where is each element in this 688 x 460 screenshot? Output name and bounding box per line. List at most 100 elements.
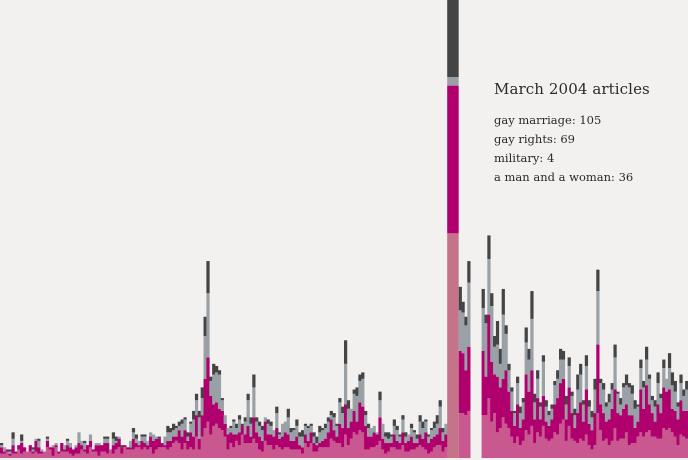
- bar-segment-gay-marriage: [140, 449, 144, 458]
- bar-segment-gay-marriage: [306, 447, 310, 458]
- bar-segment-gay-marriage: [298, 449, 302, 458]
- bar-segment-military: [604, 406, 609, 422]
- bar-segment-gay-marriage: [57, 453, 61, 458]
- bar-segment-military: [229, 428, 233, 433]
- bar-segment-gay-rights: [301, 447, 305, 454]
- bar-segment-a-man-and-a-woman: [576, 374, 580, 390]
- bar-segment-gay-marriage: [501, 417, 505, 458]
- bar-segment-military: [263, 417, 267, 422]
- bar-segment-a-man-and-a-woman: [593, 378, 597, 390]
- bar-segment-military: [226, 428, 230, 435]
- bar-segment-a-man-and-a-woman: [20, 434, 24, 441]
- bar-segment-gay-rights: [140, 440, 144, 450]
- bar-segment-a-man-and-a-woman: [527, 348, 531, 360]
- bar-segment-gay-rights: [174, 436, 179, 441]
- bar-segment-gay-marriage: [378, 440, 382, 458]
- bar-segment-military: [427, 436, 431, 444]
- bar-segment-gay-marriage: [444, 447, 448, 458]
- bar-segment-military: [636, 406, 640, 422]
- bar-segment-gay-rights: [275, 428, 279, 446]
- bar-segment-gay-marriage: [103, 451, 107, 458]
- bar-segment-a-man-and-a-woman: [232, 419, 236, 422]
- bar-segment-gay-rights: [97, 445, 101, 456]
- bar-segment-military: [65, 440, 70, 446]
- bar-segment-military: [303, 425, 308, 435]
- bar-segment-military: [217, 374, 222, 409]
- bar-segment-military: [74, 445, 78, 448]
- bar-segment-gay-marriage: [134, 447, 138, 458]
- bar-segment-gay-rights: [346, 428, 351, 446]
- bar-segment-military: [111, 438, 116, 446]
- bar-segment-military: [269, 425, 273, 435]
- bar-segment-gay-marriage: [656, 438, 660, 458]
- bar-segment-a-man-and-a-woman: [559, 348, 563, 360]
- bar-segment-gay-rights: [541, 395, 546, 426]
- bar-segment-gay-marriage: [630, 443, 634, 458]
- bar-segment-gay-marriage: [602, 440, 606, 458]
- bar-segment-gay-marriage: [352, 432, 356, 458]
- bar-segment-a-man-and-a-woman: [604, 402, 609, 407]
- bar-segment-gay-marriage: [665, 430, 669, 458]
- bar-segment-military: [596, 291, 600, 345]
- bar-segment-military: [203, 336, 207, 379]
- bar-segment-gay-rights: [481, 350, 485, 416]
- bar-segment-gay-marriage: [74, 453, 78, 458]
- bar-segment-gay-rights: [349, 421, 353, 439]
- bar-segment-a-man-and-a-woman: [329, 410, 333, 416]
- bar-segment-gay-marriage: [315, 451, 319, 458]
- bar-segment-gay-rights: [421, 438, 425, 448]
- bar-segment-gay-rights: [192, 436, 196, 450]
- bar-segment-gay-rights: [504, 370, 508, 424]
- bar-segment-a-man-and-a-woman: [662, 359, 666, 369]
- bar-segment-gay-marriage: [481, 415, 485, 458]
- bar-segment-military: [8, 451, 12, 454]
- bar-segment-military: [516, 383, 520, 405]
- bar-segment-a-man-and-a-woman: [275, 406, 279, 414]
- bar-segment-gay-rights: [37, 447, 41, 454]
- bar-segment-gay-marriage: [581, 440, 586, 458]
- bar-segment-gay-marriage: [573, 440, 577, 458]
- bar-segment-gay-marriage: [263, 440, 267, 458]
- bar-segment-gay-marriage: [149, 447, 153, 458]
- bar-segment-a-man-and-a-woman: [358, 374, 362, 381]
- bar-segment-military: [97, 443, 101, 446]
- bar-segment-a-man-and-a-woman: [83, 440, 87, 444]
- bar-segment-military: [573, 415, 577, 429]
- bar-segment-gay-rights: [538, 419, 543, 437]
- bar-segment-gay-rights: [149, 436, 153, 448]
- bar-segment-military: [2, 447, 7, 452]
- bar-segment-gay-marriage: [266, 445, 270, 458]
- bar-segment-gay-rights: [369, 436, 374, 448]
- bar-segment-a-man-and-a-woman: [685, 380, 688, 390]
- bar-segment-a-man-and-a-woman: [387, 432, 391, 439]
- bar-segment-gay-rights: [220, 410, 224, 431]
- bar-segment-gay-rights: [659, 413, 663, 439]
- bar-segment-gay-rights: [590, 430, 594, 450]
- bar-segment-gay-rights: [91, 449, 95, 452]
- bar-segment-a-man-and-a-woman: [461, 301, 465, 313]
- bar-segment-military: [151, 434, 156, 441]
- bar-segment-military: [581, 404, 586, 422]
- bar-segment-military: [444, 423, 448, 435]
- bar-segment-gay-marriage: [88, 447, 93, 458]
- bar-segment-gay-rights: [639, 389, 643, 433]
- bar-segment-military: [570, 395, 574, 414]
- bar-segment-gay-marriage: [86, 453, 90, 458]
- bar-segment-gay-rights: [395, 440, 399, 450]
- bar-segment-gay-marriage: [547, 440, 551, 458]
- bar-segment-gay-marriage: [318, 447, 322, 458]
- bar-segment-gay-marriage: [616, 440, 620, 458]
- bar-segment-gay-rights: [280, 436, 285, 450]
- bar-segment-gay-rights: [587, 423, 591, 446]
- bar-segment-military: [143, 436, 147, 444]
- bar-segment-gay-rights: [154, 438, 159, 450]
- bar-segment-gay-rights: [60, 443, 64, 452]
- bar-segment-gay-rights: [292, 440, 296, 450]
- bar-segment-military: [656, 383, 660, 405]
- bar-segment-a-man-and-a-woman: [174, 425, 179, 429]
- bar-segment-gay-marriage: [278, 447, 282, 458]
- bar-segment-gay-rights: [650, 413, 654, 437]
- highlight-bar-military: [447, 77, 459, 86]
- bar-segment-a-man-and-a-woman: [252, 374, 256, 388]
- bar-segment-military: [134, 438, 138, 444]
